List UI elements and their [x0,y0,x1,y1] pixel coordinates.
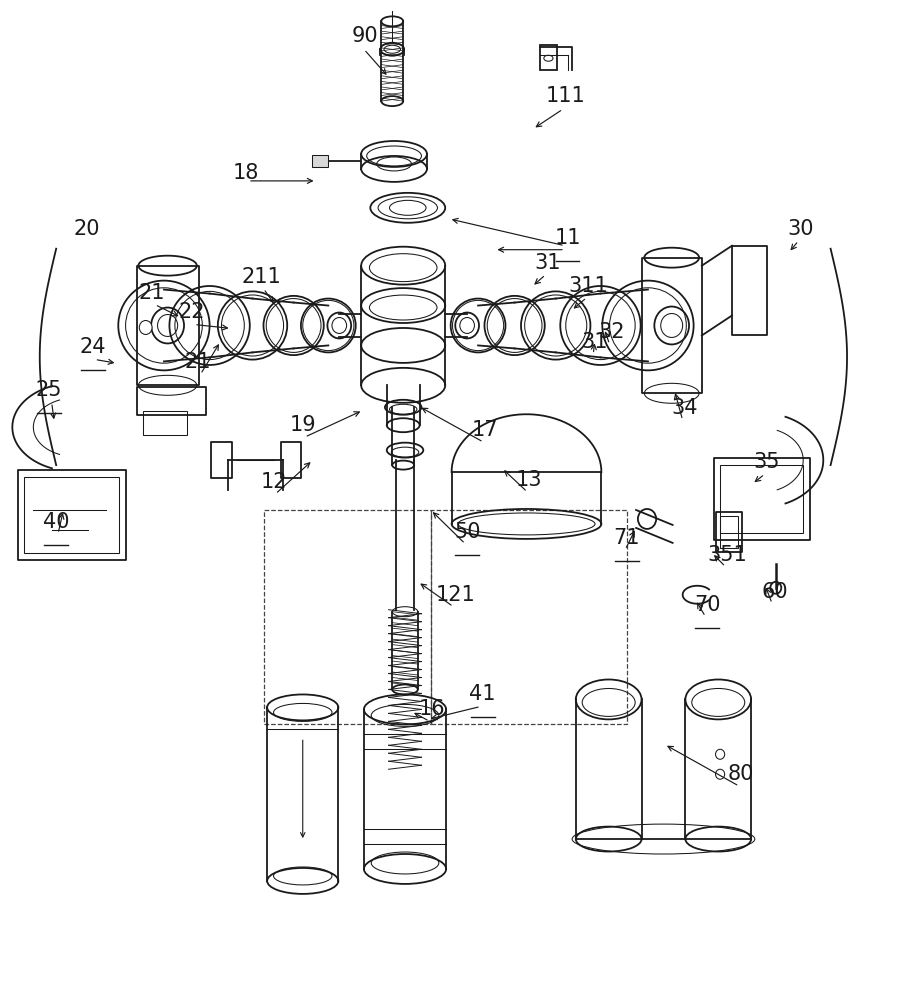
Text: 90: 90 [352,26,378,46]
Text: 311: 311 [569,276,608,296]
Bar [136,387,206,415]
Text: 21: 21 [184,352,211,372]
Bar [265,510,431,724]
Text: 351: 351 [707,545,747,565]
Text: 32: 32 [598,322,625,342]
Text: 71: 71 [614,528,640,548]
Text: 31: 31 [582,332,608,352]
Text: 19: 19 [289,415,316,435]
Text: 13: 13 [516,470,542,490]
Circle shape [139,320,152,334]
Text: 31: 31 [534,253,561,273]
Text: 70: 70 [694,595,721,615]
Text: 11: 11 [554,228,581,248]
Text: 111: 111 [546,86,585,106]
Bar [24,477,119,553]
Text: 24: 24 [80,337,106,357]
Bar [281,442,301,478]
Bar [714,458,810,540]
Bar [732,246,767,335]
Bar [720,516,738,548]
Text: 121: 121 [435,585,475,605]
Text: 25: 25 [36,380,62,400]
Bar [143,411,187,435]
Text: 20: 20 [73,219,100,239]
Bar [212,442,232,478]
Bar [642,258,702,393]
Bar [17,470,125,560]
Text: 16: 16 [419,699,445,719]
Bar [540,45,557,70]
Text: 18: 18 [233,163,259,183]
Text: 60: 60 [761,582,788,602]
Bar [136,266,199,385]
Text: 21: 21 [139,283,165,303]
Text: 12: 12 [260,472,287,492]
Text: 22: 22 [178,302,204,322]
Text: 41: 41 [469,684,496,704]
Bar [431,510,627,724]
Text: 80: 80 [728,764,754,784]
Bar [720,465,803,533]
Text: 17: 17 [472,420,498,440]
Text: 35: 35 [754,452,780,472]
Bar [716,512,742,552]
Text: 211: 211 [242,267,281,287]
Text: 30: 30 [787,219,813,239]
Bar [311,155,328,167]
Text: 50: 50 [454,522,480,542]
Text: 40: 40 [43,512,70,532]
Text: 34: 34 [671,398,698,418]
